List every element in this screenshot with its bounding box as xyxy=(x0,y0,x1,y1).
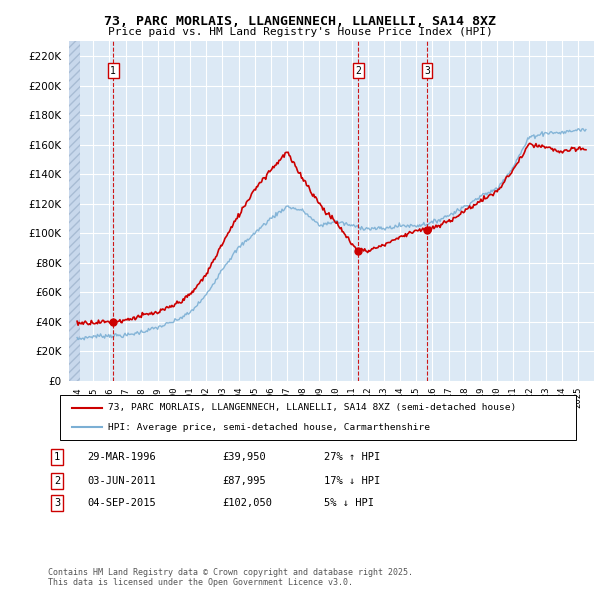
Text: 1: 1 xyxy=(54,453,60,462)
Text: HPI: Average price, semi-detached house, Carmarthenshire: HPI: Average price, semi-detached house,… xyxy=(108,422,430,432)
Text: 1: 1 xyxy=(110,66,116,76)
Bar xyxy=(69,41,80,381)
Text: 5% ↓ HPI: 5% ↓ HPI xyxy=(324,498,374,507)
Text: 29-MAR-1996: 29-MAR-1996 xyxy=(87,453,156,462)
Text: 27% ↑ HPI: 27% ↑ HPI xyxy=(324,453,380,462)
Text: 04-SEP-2015: 04-SEP-2015 xyxy=(87,498,156,507)
Text: £87,995: £87,995 xyxy=(222,476,266,486)
Text: £39,950: £39,950 xyxy=(222,453,266,462)
Text: 2: 2 xyxy=(54,476,60,486)
Text: £102,050: £102,050 xyxy=(222,498,272,507)
Text: 03-JUN-2011: 03-JUN-2011 xyxy=(87,476,156,486)
Text: 17% ↓ HPI: 17% ↓ HPI xyxy=(324,476,380,486)
Text: Contains HM Land Registry data © Crown copyright and database right 2025.
This d: Contains HM Land Registry data © Crown c… xyxy=(48,568,413,587)
Text: 73, PARC MORLAIS, LLANGENNECH, LLANELLI, SA14 8XZ (semi-detached house): 73, PARC MORLAIS, LLANGENNECH, LLANELLI,… xyxy=(108,403,516,412)
Text: 3: 3 xyxy=(424,66,430,76)
Text: 73, PARC MORLAIS, LLANGENNECH, LLANELLI, SA14 8XZ: 73, PARC MORLAIS, LLANGENNECH, LLANELLI,… xyxy=(104,15,496,28)
Text: 3: 3 xyxy=(54,498,60,507)
Text: 2: 2 xyxy=(356,66,361,76)
Text: Price paid vs. HM Land Registry's House Price Index (HPI): Price paid vs. HM Land Registry's House … xyxy=(107,27,493,37)
